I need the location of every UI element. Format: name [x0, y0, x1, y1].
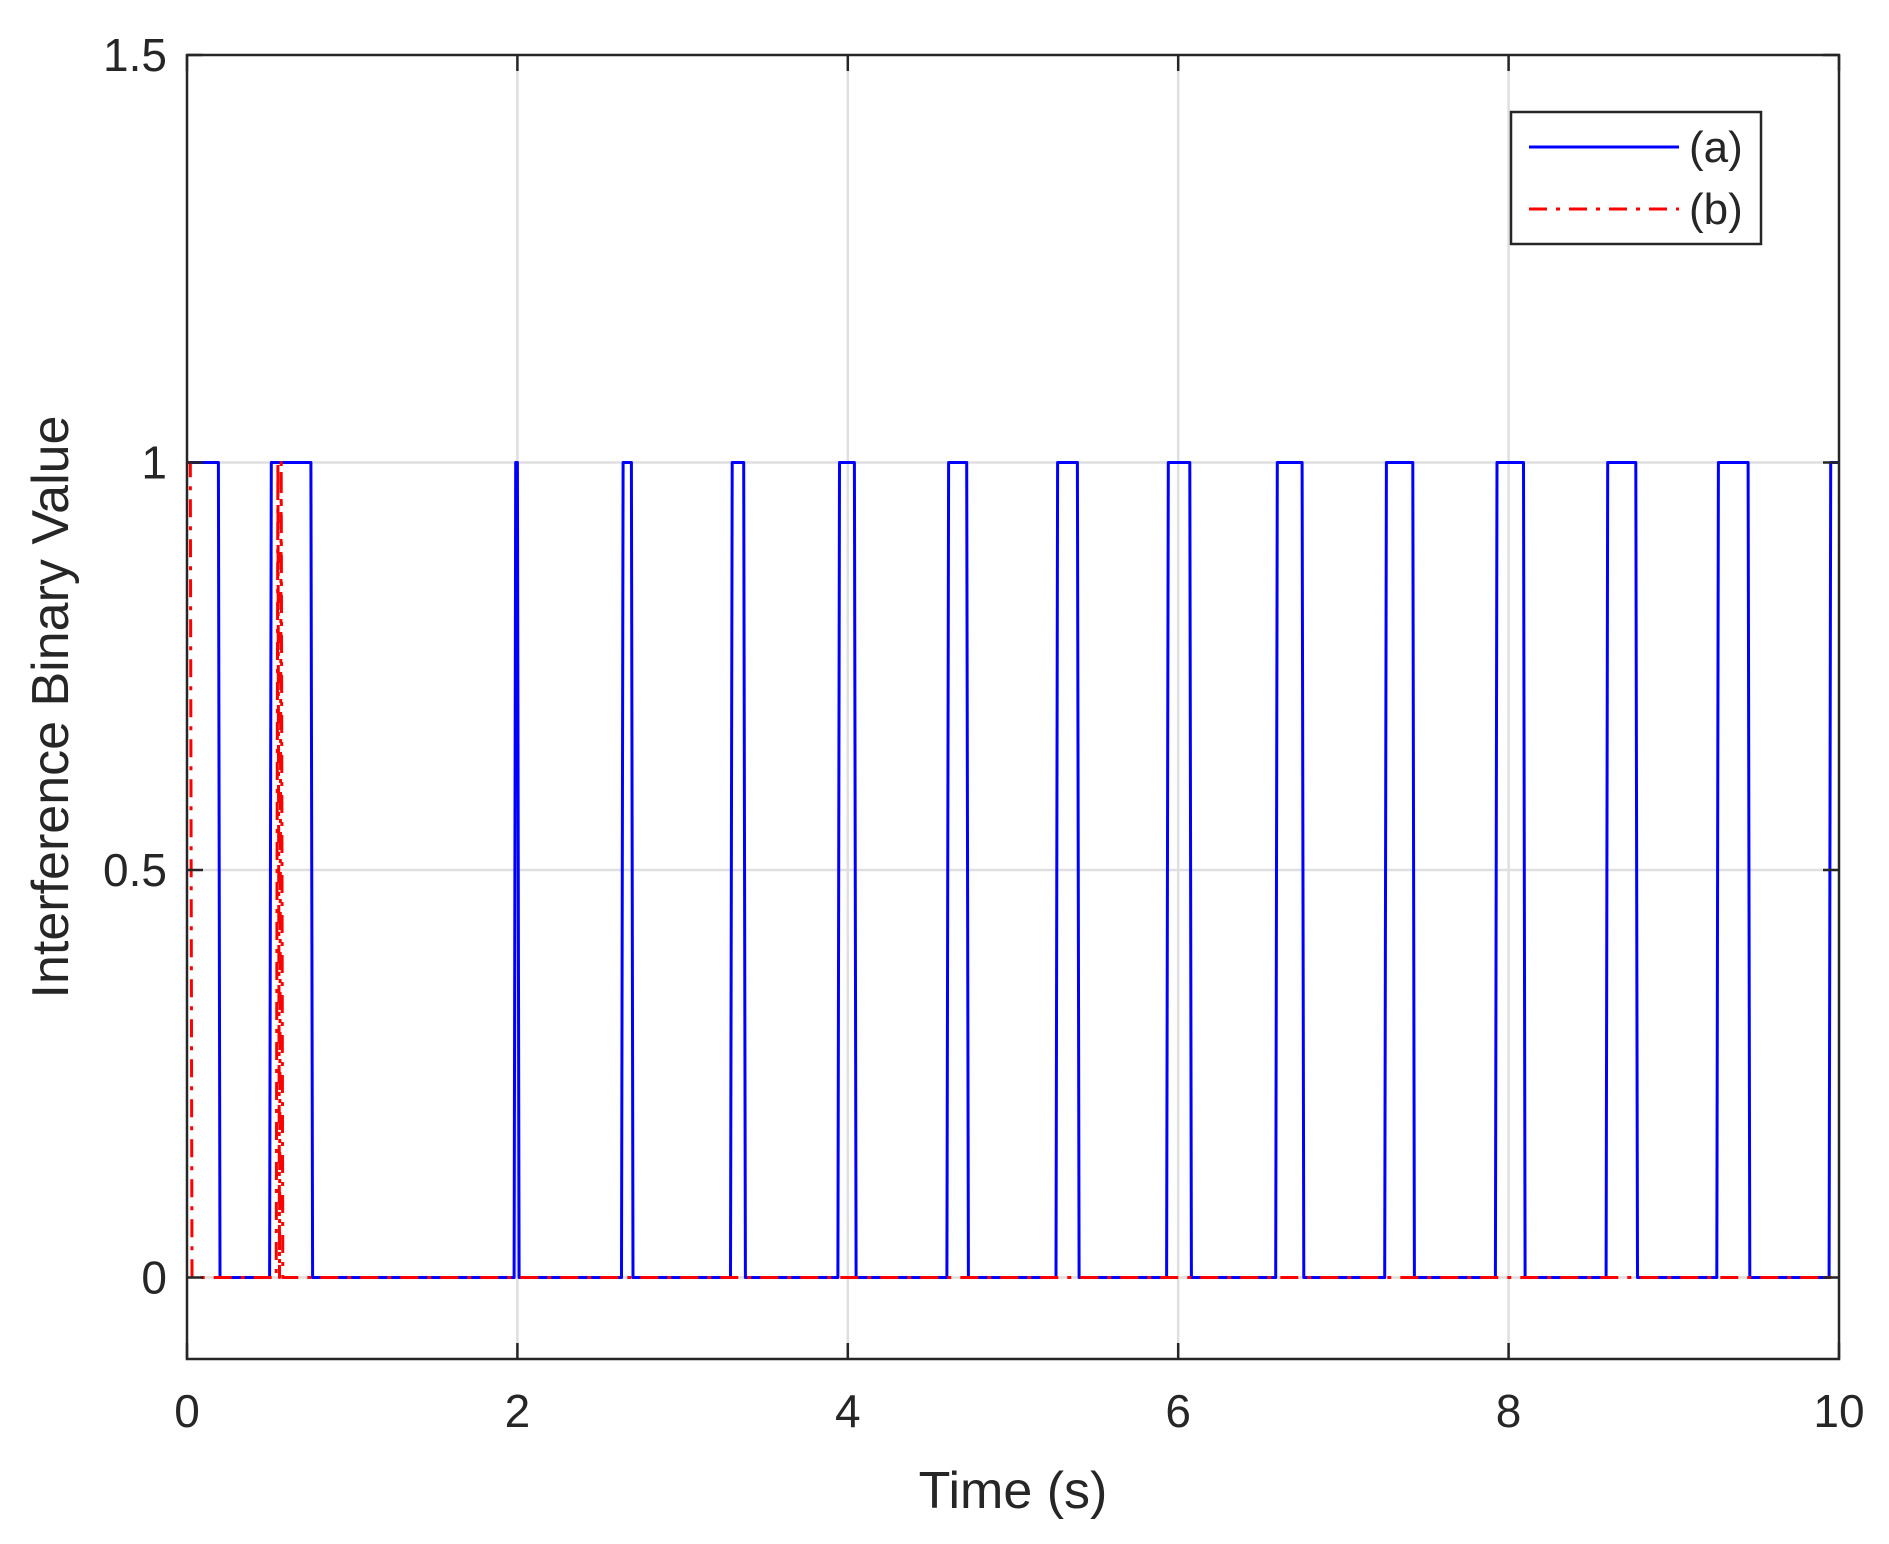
axes-frame — [185, 53, 1841, 1361]
y-axis-label: Interference Binary Value — [22, 416, 80, 999]
legend-label-b: (b) — [1689, 185, 1743, 234]
y-tick-label: 1 — [141, 437, 167, 489]
x-tick-label: 4 — [835, 1385, 861, 1437]
legend-box — [1509, 110, 1763, 246]
series-line-a — [187, 461, 1839, 1279]
series-line-b — [187, 461, 1839, 1279]
plot-area — [187, 55, 1839, 1359]
y-tick-label: 1.5 — [103, 29, 167, 81]
legend: (a) (b) — [1509, 110, 1763, 246]
x-tick-label: 8 — [1496, 1385, 1522, 1437]
x-tick-label: 0 — [174, 1385, 200, 1437]
x-tick-label: 10 — [1813, 1385, 1864, 1437]
grid — [187, 55, 1839, 1359]
legend-label-a: (a) — [1689, 123, 1743, 172]
y-tick-label: 0.5 — [103, 844, 167, 896]
x-axis-label: Time (s) — [919, 1462, 1108, 1520]
tick-labels: 0 2 4 6 8 10 0 0.5 1 1.5 — [103, 29, 1865, 1437]
series-layer — [187, 461, 1839, 1279]
y-tick-label: 0 — [141, 1252, 167, 1304]
ticks — [185, 53, 1841, 1359]
x-tick-label: 2 — [505, 1385, 531, 1437]
x-tick-label: 6 — [1165, 1385, 1191, 1437]
